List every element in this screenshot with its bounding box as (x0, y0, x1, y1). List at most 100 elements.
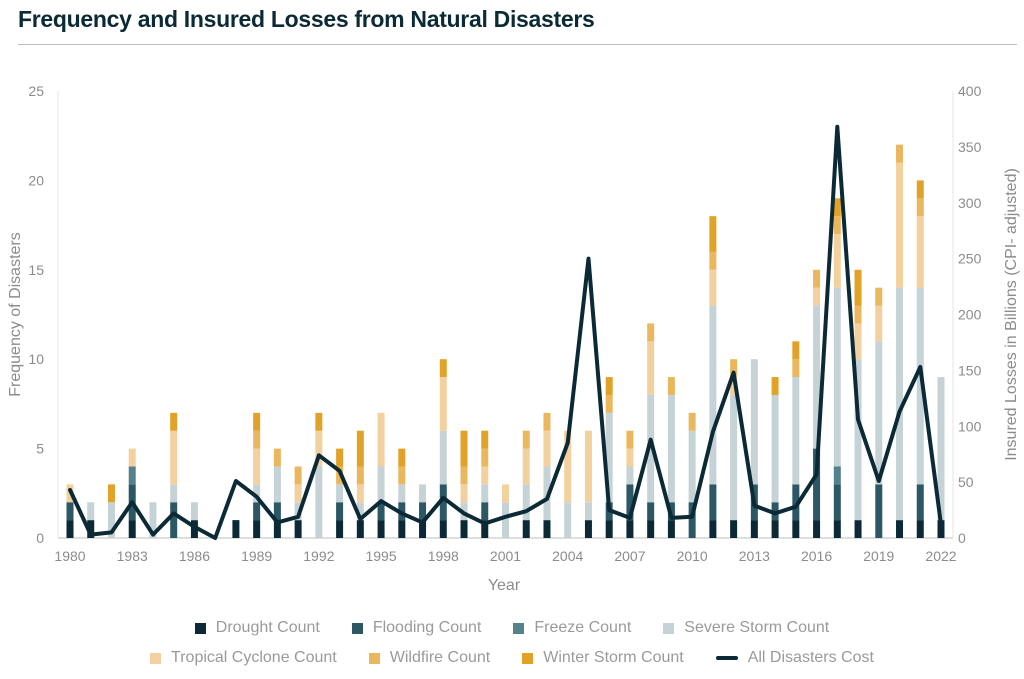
bar-severe-storm-count (87, 502, 95, 521)
chart-title: Frequency and Insured Losses from Natura… (18, 6, 595, 32)
legend-item-tropical-cyclone: Tropical Cyclone Count (150, 649, 337, 667)
legend-item-all-disasters-cost: All Disasters Cost (715, 649, 874, 667)
y-tick-label: 15 (28, 262, 44, 278)
bar-tropical-cyclone-count (875, 305, 883, 342)
bar-drought-count (87, 520, 95, 538)
bar-freeze-count (128, 466, 136, 485)
bar-severe-storm-count (273, 466, 281, 503)
bar-drought-count (813, 520, 821, 538)
bar-winter-storm-count (605, 377, 613, 395)
bar-drought-count (460, 520, 468, 538)
legend-label-drought: Drought Count (215, 619, 320, 636)
y-tick-label: 25 (28, 83, 44, 99)
bar-wildfire-count (833, 216, 841, 235)
bar-severe-storm-count (833, 287, 841, 467)
y2-tick-label: 100 (958, 418, 982, 434)
legend-item-severe-storm: Severe Storm Count (663, 619, 829, 637)
bar-tropical-cyclone-count (294, 484, 302, 503)
bar-severe-storm-count (813, 305, 821, 449)
bar-tropical-cyclone-count (709, 269, 717, 306)
bar-winter-storm-count (315, 412, 323, 431)
y-tick-label: 20 (28, 172, 44, 188)
bar-tropical-cyclone-count (356, 484, 364, 503)
bar-winter-storm-count (854, 269, 862, 306)
bar-tropical-cyclone-count (564, 430, 572, 503)
bar-severe-storm-count (771, 394, 779, 503)
legend-label-wildfire: Wildfire Count (389, 649, 491, 666)
y2-tick-label: 350 (958, 139, 982, 155)
bar-flooding-count (419, 502, 427, 521)
bar-drought-count (439, 520, 447, 538)
legend-label-freeze: Freeze Count (534, 619, 632, 636)
bar-winter-storm-count (356, 430, 364, 467)
bar-tropical-cyclone-count (626, 448, 634, 467)
legend-label-tropical-cyclone: Tropical Cyclone Count (171, 649, 337, 666)
bar-tropical-cyclone-count (584, 430, 592, 503)
bar-severe-storm-count (253, 484, 261, 503)
bar-tropical-cyclone-count (377, 412, 385, 467)
bar-tropical-cyclone-count (460, 484, 468, 503)
bar-tropical-cyclone-count (128, 448, 136, 467)
x-tick-label: 2004 (552, 548, 583, 564)
bar-winter-storm-count (833, 198, 841, 217)
bar-severe-storm-count (356, 502, 364, 521)
x-axis-title: Year (488, 577, 521, 594)
y2-tick-label: 200 (958, 307, 982, 323)
bar-flooding-count (916, 484, 924, 521)
bar-drought-count (854, 520, 862, 538)
y-tick-label: 10 (28, 351, 44, 367)
legend-item-winter-storm: Winter Storm Count (522, 649, 684, 667)
legend-item-wildfire: Wildfire Count (368, 649, 491, 667)
legend-label-all-disasters-cost: All Disasters Cost (747, 649, 874, 666)
bar-flooding-count (253, 502, 261, 521)
bar-wildfire-count (813, 269, 821, 288)
bar-flooding-count (481, 502, 489, 521)
bar-wildfire-count (647, 323, 655, 342)
legend-swatch-drought (194, 622, 206, 634)
bar-wildfire-count (854, 305, 862, 324)
bar-drought-count (730, 520, 738, 538)
bar-flooding-count (66, 502, 74, 521)
bar-drought-count (833, 520, 841, 538)
bar-winter-storm-count (792, 341, 800, 360)
bar-drought-count (419, 520, 427, 538)
legend-item-drought: Drought Count (194, 619, 320, 637)
bar-drought-count (709, 520, 717, 538)
y2-tick-label: 400 (958, 83, 982, 99)
bar-flooding-count (688, 502, 696, 538)
bar-severe-storm-count (916, 287, 924, 485)
y-tick-label: 5 (36, 441, 44, 457)
bar-drought-count (792, 520, 800, 538)
bar-drought-count (916, 520, 924, 538)
y2-tick-label: 150 (958, 362, 982, 378)
bar-wildfire-count (356, 466, 364, 485)
legend-swatch-freeze (513, 622, 525, 634)
bar-severe-storm-count (170, 484, 178, 503)
bar-drought-count (294, 520, 302, 538)
bar-flooding-count (792, 484, 800, 521)
bar-wildfire-count (273, 448, 281, 467)
bar-flooding-count (833, 484, 841, 521)
bar-severe-storm-count (439, 430, 447, 485)
x-tick-label: 2013 (739, 548, 770, 564)
x-tick-label: 2007 (614, 548, 645, 564)
x-tick-label: 1995 (365, 548, 396, 564)
bar-flooding-count (771, 502, 779, 521)
bar-severe-storm-count (605, 412, 613, 503)
legend-swatch-winter-storm (522, 652, 534, 664)
bar-tropical-cyclone-count (522, 448, 530, 485)
bar-flooding-count (709, 484, 717, 521)
bar-severe-storm-count (854, 359, 862, 521)
bar-drought-count (605, 520, 613, 538)
bar-drought-count (543, 520, 551, 538)
legend-item-freeze: Freeze Count (513, 619, 631, 637)
bar-tropical-cyclone-count (543, 430, 551, 467)
legend-swatch-all-disasters-cost (715, 656, 738, 660)
bar-wildfire-count (481, 448, 489, 467)
bar-drought-count (584, 520, 592, 538)
bar-tropical-cyclone-count (439, 377, 447, 431)
legend-label-flooding: Flooding Count (372, 619, 482, 636)
bar-severe-storm-count (750, 359, 758, 485)
bar-severe-storm-count (190, 502, 198, 521)
bar-winter-storm-count (439, 359, 447, 378)
